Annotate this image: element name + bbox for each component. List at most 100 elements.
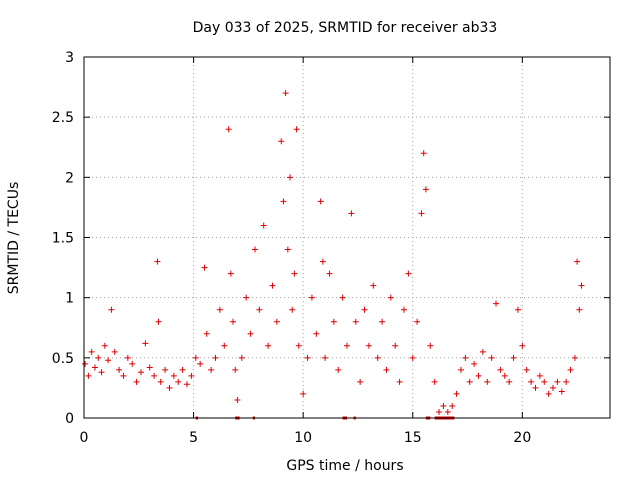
data-point	[330, 318, 337, 325]
data-point	[536, 372, 543, 379]
y-tick-label: 3	[65, 50, 74, 66]
data-point	[216, 306, 223, 313]
data-point	[133, 378, 140, 385]
data-point	[166, 384, 173, 391]
data-point	[179, 366, 186, 373]
data-point	[471, 360, 478, 367]
x-tick-label: 0	[80, 430, 89, 446]
data-point	[457, 366, 464, 373]
data-point	[357, 378, 364, 385]
data-point	[576, 306, 583, 313]
data-point	[466, 378, 473, 385]
data-point	[280, 198, 287, 205]
y-tick-label: 1	[65, 291, 74, 307]
data-point	[95, 354, 102, 361]
data-point	[157, 378, 164, 385]
data-point	[545, 390, 552, 397]
data-point	[453, 390, 460, 397]
data-point	[567, 366, 574, 373]
data-point	[155, 318, 162, 325]
x-tick-label: 5	[189, 430, 198, 446]
data-point	[225, 126, 232, 133]
data-point	[392, 342, 399, 349]
x-axis-ticks: 0 5 10 15 20	[80, 57, 531, 446]
data-point	[409, 354, 416, 361]
data-point	[396, 378, 403, 385]
data-point	[571, 354, 578, 361]
data-point	[221, 342, 228, 349]
x-tick-label: 20	[513, 430, 531, 446]
data-point	[431, 378, 438, 385]
data-point	[558, 388, 565, 395]
data-point	[365, 342, 372, 349]
data-point	[238, 354, 245, 361]
data-point	[192, 354, 199, 361]
y-axis-label: SRMTID / TECUs	[6, 182, 22, 295]
data-point	[506, 378, 513, 385]
data-point	[201, 264, 208, 271]
data-point	[291, 270, 298, 277]
data-point	[374, 354, 381, 361]
y-tick-label: 2	[65, 170, 74, 186]
data-point	[146, 364, 153, 371]
data-point	[287, 174, 294, 181]
data-point	[188, 372, 195, 379]
data-point	[479, 348, 486, 355]
data-point	[514, 306, 521, 313]
x-tick-label: 15	[404, 430, 422, 446]
data-point	[352, 318, 359, 325]
data-point	[184, 381, 191, 388]
data-point	[289, 306, 296, 313]
data-point	[260, 222, 267, 229]
y-tick-label: 2.5	[52, 110, 74, 126]
data-point	[420, 150, 427, 157]
data-point	[523, 366, 530, 373]
data-point	[510, 354, 517, 361]
data-point	[462, 354, 469, 361]
plot-frame	[83, 56, 611, 419]
data-point	[300, 390, 307, 397]
data-point	[88, 348, 95, 355]
data-point	[519, 342, 526, 349]
data-point	[269, 282, 276, 289]
data-point	[251, 246, 258, 253]
data-point	[418, 210, 425, 217]
y-axis-ticks: 0 0.5 1 1.5 2 2.5 3	[52, 50, 610, 427]
data-point	[497, 366, 504, 373]
data-point	[162, 366, 169, 373]
data-point	[85, 372, 92, 379]
data-point	[120, 372, 127, 379]
data-point	[379, 318, 386, 325]
data-point	[116, 366, 123, 373]
data-point	[243, 294, 250, 301]
y-tick-label: 0.5	[52, 351, 74, 367]
data-point	[528, 378, 535, 385]
data-point	[227, 270, 234, 277]
data-point	[197, 360, 204, 367]
data-point	[273, 318, 280, 325]
data-point	[108, 306, 115, 313]
data-point	[326, 270, 333, 277]
data-point	[449, 402, 456, 409]
data-point	[493, 300, 500, 307]
data-point	[154, 258, 161, 265]
data-point	[293, 126, 300, 133]
data-point	[313, 330, 320, 337]
data-point	[278, 138, 285, 145]
data-point	[208, 366, 215, 373]
data-point	[137, 369, 144, 376]
data-point	[308, 294, 315, 301]
data-point	[247, 330, 254, 337]
data-point	[124, 354, 131, 361]
data-point	[317, 198, 324, 205]
data-point	[484, 378, 491, 385]
data-point	[175, 378, 182, 385]
x-tick-label: 10	[294, 430, 312, 446]
grid	[84, 57, 610, 418]
y-tick-label: 0	[65, 411, 74, 427]
data-point	[554, 378, 561, 385]
data-point	[387, 294, 394, 301]
data-point	[101, 342, 108, 349]
data-point	[436, 408, 443, 415]
